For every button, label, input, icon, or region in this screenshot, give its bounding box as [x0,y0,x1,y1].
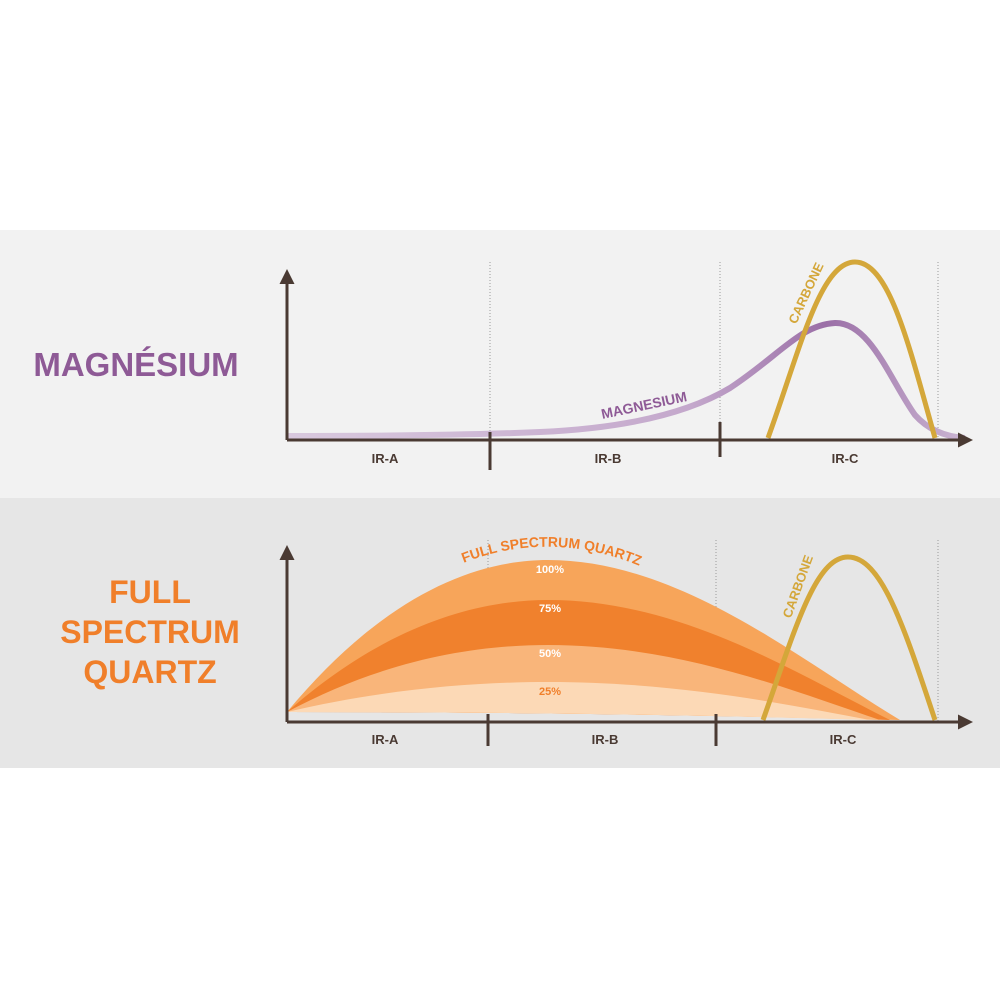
band-label: IR-C [830,732,857,747]
panel-title: MAGNÉSIUM [33,346,238,383]
magnesium-curve [286,319,966,441]
panel-title-line: SPECTRUM [60,614,240,650]
carbone-curve [765,259,938,439]
panel-title-line: FULL [109,574,191,610]
carbone-curve [760,554,938,721]
band-label: IR-B [592,732,619,747]
band-25 [287,682,870,720]
level-label: 100% [536,564,564,576]
band-label: IR-A [372,732,399,747]
band-label: IR-C [832,451,859,466]
band-label: IR-A [372,451,399,466]
level-label: 50% [539,648,561,660]
level-label: 75% [539,603,561,615]
band-label: IR-B [595,451,622,466]
level-label: 25% [539,686,561,698]
panel-title-line: QUARTZ [83,654,216,690]
